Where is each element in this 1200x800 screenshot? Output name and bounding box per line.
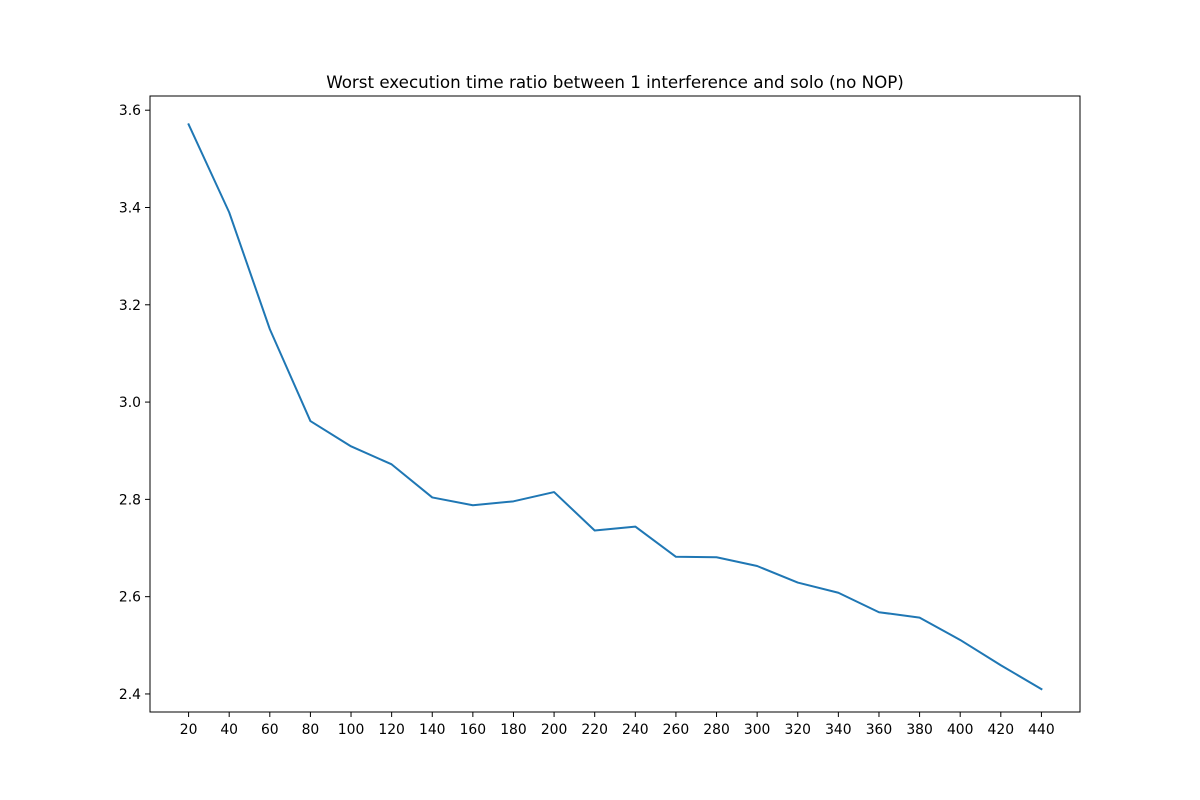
x-tick-label: 220	[581, 722, 608, 738]
series-line-0	[187, 122, 1043, 691]
x-tick-label: 40	[220, 722, 238, 738]
y-tick-label: 3.0	[119, 395, 141, 411]
x-tick-label: 280	[703, 722, 730, 738]
x-tick-label: 200	[541, 722, 568, 738]
x-tick-label: 400	[947, 722, 974, 738]
x-tick-label: 240	[622, 722, 649, 738]
x-tick-label: 260	[663, 722, 690, 738]
x-tick-label: 380	[906, 722, 933, 738]
y-tick-label: 3.4	[119, 200, 141, 216]
x-axis-ticks: 20 40 60 80 100 120 140 160 180 200 220 240 260 280 30…	[180, 712, 1055, 738]
y-tick-label: 3.6	[119, 103, 141, 119]
x-tick-label: 340	[825, 722, 852, 738]
x-tick-label: 320	[784, 722, 811, 738]
x-tick-label: 140	[419, 722, 446, 738]
y-tick-label: 2.4	[119, 687, 141, 703]
x-tick-label: 420	[988, 722, 1015, 738]
y-tick-label: 2.6	[119, 590, 141, 606]
x-tick-label: 360	[866, 722, 893, 738]
x-tick-label: 300	[744, 722, 771, 738]
y-tick-label: 2.8	[119, 492, 141, 508]
x-tick-label: 180	[500, 722, 527, 738]
series-layer	[187, 122, 1043, 691]
x-tick-label: 80	[302, 722, 320, 738]
x-tick-label: 20	[180, 722, 198, 738]
x-tick-label: 120	[378, 722, 405, 738]
chart-title: Worst execution time ratio between 1 int…	[326, 72, 904, 92]
y-tick-label: 3.2	[119, 298, 141, 314]
x-tick-label: 60	[261, 722, 279, 738]
y-axis-ticks: 2.4 2.6 2.8 3.0 3.2 3.4 3.6	[119, 103, 150, 703]
x-tick-label: 160	[460, 722, 487, 738]
x-tick-label: 440	[1028, 722, 1055, 738]
x-tick-label: 100	[338, 722, 365, 738]
plot-area-frame	[149, 95, 1081, 713]
